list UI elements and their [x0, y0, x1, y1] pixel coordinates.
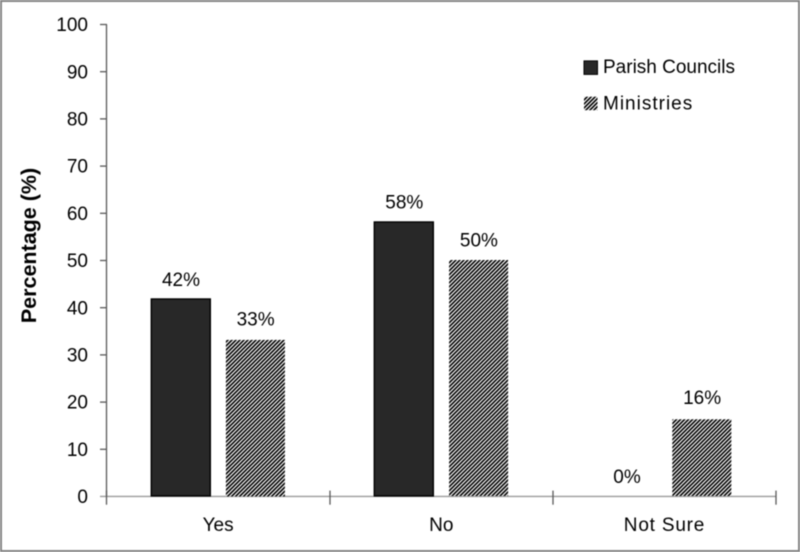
svg-text:30: 30 — [67, 346, 88, 367]
svg-text:70: 70 — [67, 157, 88, 178]
svg-text:60: 60 — [67, 204, 88, 225]
svg-text:0%: 0% — [613, 467, 641, 488]
svg-text:Yes: Yes — [203, 515, 234, 536]
svg-text:Ministries: Ministries — [603, 93, 693, 114]
svg-text:58%: 58% — [385, 193, 423, 214]
svg-text:Parish Councils: Parish Councils — [603, 57, 735, 78]
svg-text:16%: 16% — [683, 388, 721, 409]
svg-text:100: 100 — [56, 15, 88, 36]
svg-text:80: 80 — [67, 110, 88, 131]
svg-text:40: 40 — [67, 298, 88, 319]
svg-text:0: 0 — [77, 487, 88, 508]
svg-text:No: No — [429, 515, 453, 536]
svg-text:50%: 50% — [460, 230, 498, 251]
svg-text:20: 20 — [67, 393, 88, 414]
svg-text:90: 90 — [67, 62, 88, 83]
svg-text:50: 50 — [67, 251, 88, 272]
svg-text:Percentage (%): Percentage (%) — [17, 168, 41, 323]
svg-text:33%: 33% — [237, 309, 275, 330]
svg-text:Not Sure: Not Sure — [624, 515, 705, 536]
svg-text:10: 10 — [67, 440, 88, 461]
svg-text:42%: 42% — [162, 270, 200, 291]
